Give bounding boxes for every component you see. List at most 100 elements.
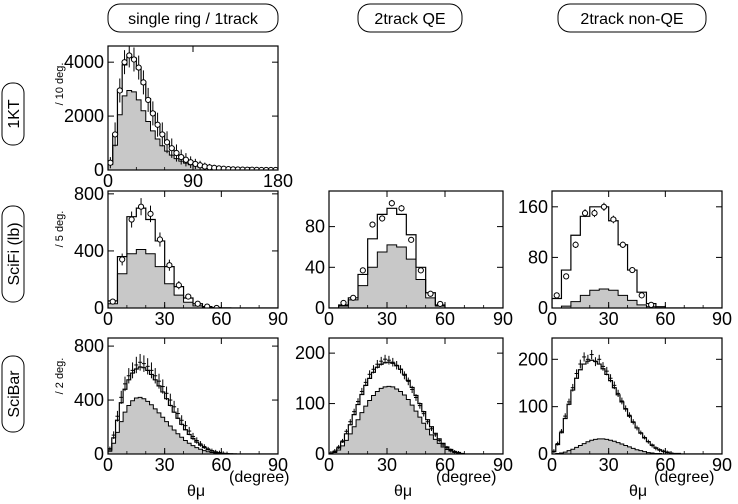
- data-point: [128, 216, 135, 223]
- x-tick-label: 30: [377, 455, 397, 475]
- column-header-2-label: 2track QE: [374, 11, 445, 28]
- data-point: [204, 303, 211, 308]
- y-tick-label: 80: [528, 247, 548, 267]
- y-tick-label: 400: [74, 390, 104, 410]
- x-axis-title-col3: θμ: [629, 483, 647, 500]
- panel-5: 0 30 60 90 0 400 800 / 2 deg.: [54, 336, 288, 475]
- x-tick-label: 60: [655, 309, 675, 329]
- mc-qe-histogram: [108, 396, 278, 454]
- y-tick-label: 0: [94, 444, 104, 464]
- data-point: [168, 145, 175, 152]
- x-axis-unit-col1: (degree): [229, 469, 289, 486]
- y-tick-label: 100: [518, 397, 548, 417]
- mc-total-histogram: [552, 206, 722, 308]
- data-point: [154, 121, 161, 128]
- x-tick-label: 60: [211, 455, 231, 475]
- x-tick-label: 0: [547, 455, 557, 475]
- column-header-2: 2track QE: [357, 3, 463, 33]
- data-point: [175, 282, 182, 289]
- x-axis-title-col1: θμ: [187, 483, 205, 500]
- data-point: [111, 131, 119, 138]
- data-point: [638, 292, 645, 299]
- data-point: [145, 96, 152, 104]
- y-tick-label: 200: [518, 349, 548, 369]
- column-header-3: 2track non-QE: [557, 3, 707, 33]
- panel-frame: [328, 190, 504, 309]
- data-point: [398, 205, 405, 212]
- x-tick-label: 0: [103, 455, 113, 475]
- x-tick-label: 60: [655, 455, 675, 475]
- data-point: [610, 216, 617, 223]
- x-tick-label: 30: [599, 455, 619, 475]
- data-point: [182, 156, 190, 163]
- data-point: [109, 298, 116, 305]
- y-tick-label: 0: [94, 160, 104, 180]
- x-axis-title-col2: θμ: [394, 483, 412, 500]
- data-point: [581, 210, 589, 217]
- data-point: [350, 294, 357, 301]
- y-tick-label: 200: [295, 343, 325, 363]
- x-tick-label: 60: [435, 455, 455, 475]
- x-tick-label: 90: [493, 455, 513, 475]
- y-tick-label: 0: [315, 298, 325, 318]
- panel-1: 0 90 180 0 2000 4000/ 10 deg.: [54, 45, 293, 191]
- data-point: [121, 59, 128, 66]
- panel-7: 0 30 60 90 0 100 200: [518, 337, 732, 475]
- data-point: [166, 262, 173, 269]
- column-header-1: single ring / 1track: [107, 3, 279, 33]
- mc-qe-histogram: [552, 288, 722, 308]
- x-axis-unit-col3: (degree): [654, 469, 714, 486]
- mc-qe-histogram: [108, 89, 278, 170]
- plot-area: [108, 353, 278, 454]
- data-point: [379, 215, 386, 222]
- y-tick-label: 0: [94, 298, 104, 318]
- row-label-3-text: SciBar: [6, 370, 23, 418]
- y-tick-label: 0: [315, 444, 325, 464]
- row-label-1-text: 1KT: [6, 99, 23, 129]
- y-tick-label: 2000: [64, 106, 104, 126]
- data-point: [119, 256, 126, 263]
- data-point: [140, 79, 147, 86]
- data-point: [427, 290, 434, 297]
- data-point: [369, 221, 376, 228]
- data-point: [417, 267, 424, 274]
- y-tick-label: 400: [74, 241, 104, 261]
- data-point: [591, 210, 598, 217]
- data-point: [135, 64, 142, 71]
- panel-6: 0 30 60 90 0 100 200: [295, 337, 513, 475]
- data-point: [194, 300, 201, 307]
- data-point: [563, 273, 570, 280]
- panel-frame: [107, 337, 279, 455]
- x-tick-label: 0: [324, 455, 334, 475]
- data-point: [156, 236, 164, 243]
- x-axis-unit-col2: (degree): [436, 469, 496, 486]
- data-point: [359, 267, 366, 274]
- data-point: [572, 241, 579, 248]
- data-point: [126, 52, 133, 59]
- row-label-2-text: SciFi (lb): [6, 222, 23, 285]
- y-tick-label: 4000: [64, 52, 104, 72]
- data-point: [648, 301, 655, 308]
- data-point: [116, 87, 123, 94]
- panel-frame: [107, 190, 279, 309]
- x-tick-label: 60: [435, 309, 455, 329]
- data-point: [619, 241, 626, 248]
- data-point: [408, 236, 415, 243]
- panel-frame: [551, 190, 723, 309]
- y-axis-unit-label: / 10 deg.: [54, 63, 66, 106]
- x-tick-label: 90: [712, 309, 732, 329]
- mc-total-histogram: [552, 359, 722, 454]
- y-tick-label: 80: [305, 217, 325, 237]
- panel-2: 0 30 60 90 0 400 800 / 5 deg.: [54, 184, 288, 329]
- data-point: [163, 139, 171, 146]
- plot-area: [552, 349, 722, 454]
- row-label-1: 1KT: [1, 82, 25, 146]
- y-tick-label: 160: [518, 197, 548, 217]
- y-tick-label: 0: [538, 298, 548, 318]
- x-tick-label: 90: [493, 309, 513, 329]
- plot-area: [108, 198, 278, 308]
- x-tick-label: 30: [155, 309, 175, 329]
- data-point: [137, 203, 145, 210]
- data-point: [185, 293, 192, 300]
- x-tick-label: 30: [155, 455, 175, 475]
